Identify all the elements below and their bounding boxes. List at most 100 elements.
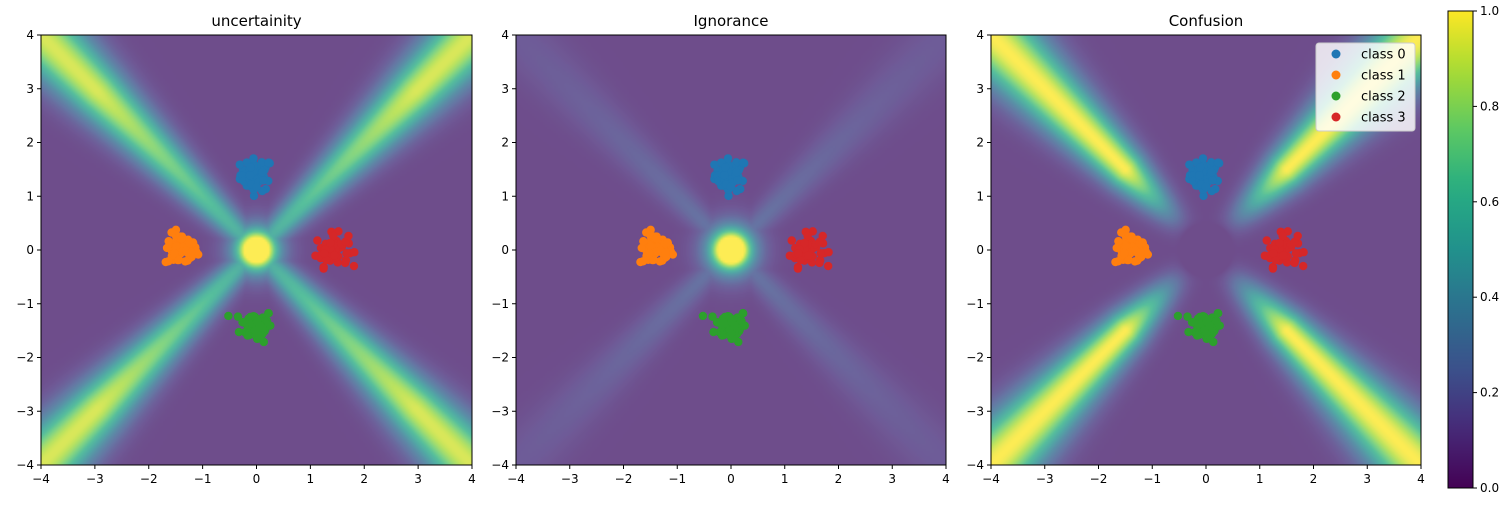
scatter-point: [162, 243, 172, 253]
scatter-point: [734, 337, 743, 347]
scatter-point: [238, 318, 247, 327]
scatter-point: [1299, 261, 1308, 271]
x-tick-label: −1: [1143, 472, 1161, 486]
scatter-point: [1215, 321, 1224, 330]
scatter-point: [712, 318, 722, 327]
y-tick-label: 4: [26, 28, 34, 42]
scatter-point: [794, 249, 803, 258]
scatter-point: [1209, 337, 1218, 347]
scatter-point: [732, 167, 741, 177]
scatter-point: [1202, 328, 1211, 338]
scatter-point: [723, 154, 733, 163]
y-tick-label: −1: [16, 297, 34, 311]
scatter-point: [796, 255, 805, 265]
scatter-point: [738, 309, 747, 318]
scatter-point: [329, 231, 338, 241]
scatter-point: [818, 231, 827, 241]
scatter-point: [243, 331, 252, 340]
scatter-point: [1185, 160, 1194, 169]
scatter-point: [645, 248, 654, 258]
x-tick-label: 0: [727, 472, 735, 486]
scatter-point: [1117, 228, 1126, 237]
x-tick-label: −2: [615, 472, 633, 486]
scatter-point: [350, 248, 359, 257]
legend-marker: [1331, 91, 1341, 101]
scatter-point: [174, 255, 184, 265]
scatter-class-0: [1185, 154, 1224, 201]
scatter-point: [235, 160, 245, 169]
x-tick-label: 4: [1417, 472, 1425, 486]
colorbar-tick-label: 1.0: [1480, 4, 1499, 18]
scatter-point: [642, 228, 651, 237]
scatter-point: [1124, 255, 1133, 265]
y-tick-label: −1: [491, 297, 509, 311]
legend-label: class 1: [1361, 69, 1406, 84]
x-tick-label: −1: [194, 472, 212, 486]
x-tick-label: −4: [32, 472, 50, 486]
scatter-point: [1208, 176, 1217, 185]
scatter-point: [720, 171, 729, 180]
x-tick-label: −2: [140, 472, 158, 486]
scatter-point: [319, 264, 328, 273]
scatter-point: [1120, 248, 1129, 258]
scatter-point: [637, 243, 646, 253]
y-tick-label: 3: [976, 82, 984, 96]
scatter-point: [1299, 248, 1308, 257]
scatter-point: [710, 160, 719, 169]
scatter-point: [342, 249, 351, 258]
x-tick-label: −3: [561, 472, 579, 486]
colorbar-tick-label: 0.0: [1480, 481, 1499, 495]
legend: class 0 class 1 class 2 class 3: [1315, 42, 1416, 132]
scatter-point: [258, 186, 267, 196]
scatter-point: [245, 171, 255, 180]
legend-marker: [1331, 49, 1341, 59]
x-tick-label: 3: [414, 472, 422, 486]
scatter-class-1: [636, 225, 678, 267]
scatter-point: [1269, 249, 1278, 258]
scatter-class-0: [710, 154, 749, 201]
scatter-point: [266, 321, 275, 330]
scatter-point: [1195, 171, 1204, 180]
x-tick-label: 1: [307, 472, 315, 486]
scatter-point: [639, 237, 648, 246]
x-tick-label: −3: [1036, 472, 1054, 486]
scatter-point: [1262, 236, 1271, 245]
scatter-point: [787, 236, 796, 245]
y-tick-label: 4: [976, 28, 984, 42]
scatter-point: [1183, 312, 1192, 321]
x-tick-label: −1: [668, 472, 686, 486]
scatter-point: [815, 258, 824, 268]
scatter-point: [1196, 163, 1205, 172]
scatter-point: [1293, 231, 1302, 241]
scatter-point: [824, 248, 833, 257]
scatter-point: [1268, 264, 1278, 273]
legend-label: class 2: [1361, 90, 1406, 105]
legend-marker: [1331, 70, 1341, 80]
panel-title: Confusion: [1169, 12, 1244, 30]
x-tick-label: 3: [888, 472, 896, 486]
scatter-point: [1290, 258, 1299, 268]
scatter-point: [1291, 249, 1300, 258]
x-tick-label: 4: [942, 472, 950, 486]
y-tick-label: 4: [501, 28, 509, 42]
scatter-class-2: [1173, 309, 1224, 347]
scatter-point: [717, 331, 727, 340]
scatter-class-1: [1111, 225, 1153, 267]
colorbar-tick-label: 0.8: [1480, 99, 1499, 113]
scatter-point: [224, 311, 233, 321]
y-tick-label: −3: [491, 404, 509, 418]
y-tick-label: −4: [966, 458, 984, 472]
scatter-point: [721, 163, 730, 172]
x-tick-label: 0: [1202, 472, 1210, 486]
scatter-point: [252, 328, 262, 338]
scatter-class-3: [311, 227, 359, 273]
scatter-point: [233, 312, 243, 321]
x-tick-label: 1: [1256, 472, 1264, 486]
colorbar: 0.0 0.2 0.4 0.6 0.8 1.0: [1447, 4, 1499, 495]
x-tick-label: 4: [468, 472, 476, 486]
y-tick-label: 3: [501, 82, 509, 96]
scatter-point: [740, 321, 749, 330]
scatter-point: [186, 248, 196, 257]
x-tick-label: 0: [253, 472, 261, 486]
y-tick-label: 1: [501, 189, 509, 203]
